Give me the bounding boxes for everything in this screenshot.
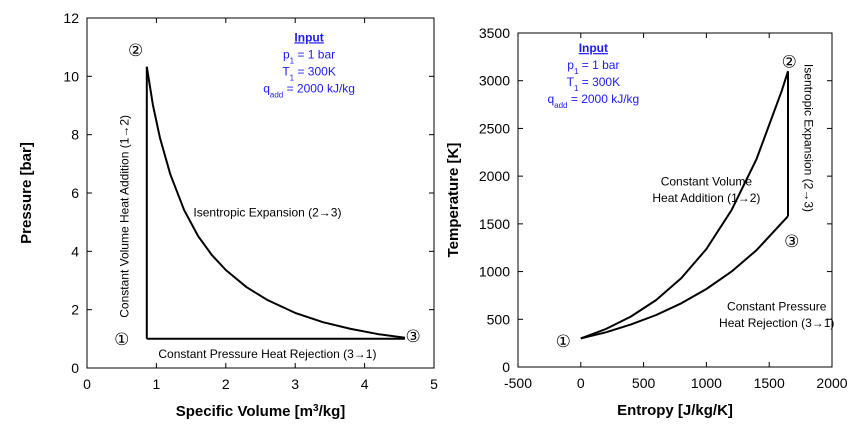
state-point-label: ① bbox=[114, 330, 129, 350]
y-tick-label: 0 bbox=[502, 359, 510, 375]
x-tick-label: 0 bbox=[577, 375, 585, 391]
y-tick-label: 0 bbox=[71, 360, 79, 376]
annotation: Constant Volume bbox=[661, 175, 753, 189]
y-tick-label: 2000 bbox=[479, 168, 510, 184]
input-title: Input bbox=[294, 30, 323, 44]
y-tick-label: 3500 bbox=[479, 25, 510, 41]
x-tick-label: 1 bbox=[153, 376, 161, 392]
state-point-label: ① bbox=[556, 332, 571, 352]
series-line-2-3 bbox=[145, 66, 406, 339]
y-tick-label: 500 bbox=[487, 311, 511, 327]
x-tick-label: -500 bbox=[504, 375, 532, 391]
input-line: p1 = 1 bar bbox=[567, 58, 619, 76]
x-tick-label: 4 bbox=[361, 376, 369, 392]
input-line: qadd = 2000 kJ/kg bbox=[263, 81, 355, 99]
y-tick-label: 3000 bbox=[479, 73, 510, 89]
input-line: p1 = 1 bar bbox=[283, 47, 335, 64]
annotation: Constant Pressure bbox=[727, 300, 827, 314]
series-line-1-2 bbox=[580, 70, 789, 340]
chart-2: -500 0 500 1000 1500 200005001000150020002500… bbox=[445, 25, 848, 419]
x-tick-label: 1000 bbox=[691, 375, 722, 391]
annotation: Isentropic Expansion (2→3) bbox=[801, 64, 815, 212]
annotation: Heat Addition (1→2) bbox=[652, 191, 760, 205]
annotation: Constant Pressure Heat Rejection (3→1) bbox=[158, 347, 376, 361]
y-tick-label: 1500 bbox=[479, 216, 510, 232]
x-tick-label: 1500 bbox=[754, 375, 785, 391]
plot-frame bbox=[517, 32, 833, 368]
state-point-label: ② bbox=[782, 53, 797, 73]
y-tick-label: 2 bbox=[71, 302, 79, 318]
state-point-label: ③ bbox=[406, 327, 421, 347]
x-tick-label: 5 bbox=[430, 376, 438, 392]
y-axis-label: Temperature [K] bbox=[445, 143, 462, 258]
y-tick-label: 12 bbox=[63, 10, 79, 26]
y-tick-label: 8 bbox=[71, 127, 79, 143]
input-line: T1 = 300K bbox=[282, 64, 336, 82]
x-tick-label: 0 bbox=[83, 376, 91, 392]
y-tick-label: 6 bbox=[71, 185, 79, 201]
input-line: T1 = 300K bbox=[567, 75, 621, 93]
annotation: Constant Volume Heat Addition (1→2) bbox=[118, 115, 132, 318]
x-tick-label: 2 bbox=[222, 376, 230, 392]
y-tick-label: 10 bbox=[63, 68, 79, 84]
state-point-label: ② bbox=[128, 41, 143, 61]
input-line: qadd = 2000 kJ/kg bbox=[547, 92, 639, 110]
x-axis-label: Entropy [J/kg/K] bbox=[617, 402, 733, 419]
x-axis-label: Specific Volume [m3/kg] bbox=[176, 403, 346, 421]
x-tick-label: 2000 bbox=[816, 375, 847, 391]
annotation: Heat Rejection (3→1) bbox=[719, 316, 834, 330]
y-tick-label: 4 bbox=[71, 243, 79, 259]
x-tick-label: 3 bbox=[291, 376, 299, 392]
y-axis-label: Pressure [bar] bbox=[18, 142, 35, 244]
y-tick-label: 2500 bbox=[479, 120, 510, 136]
plot-frame bbox=[86, 17, 435, 369]
input-title: Input bbox=[579, 41, 608, 55]
annotation: Isentropic Expansion (2→3) bbox=[193, 205, 341, 219]
series-line-3-1 bbox=[580, 215, 789, 340]
state-point-label: ③ bbox=[784, 232, 799, 252]
x-tick-label: 500 bbox=[632, 375, 656, 391]
y-tick-label: 1000 bbox=[479, 264, 510, 280]
